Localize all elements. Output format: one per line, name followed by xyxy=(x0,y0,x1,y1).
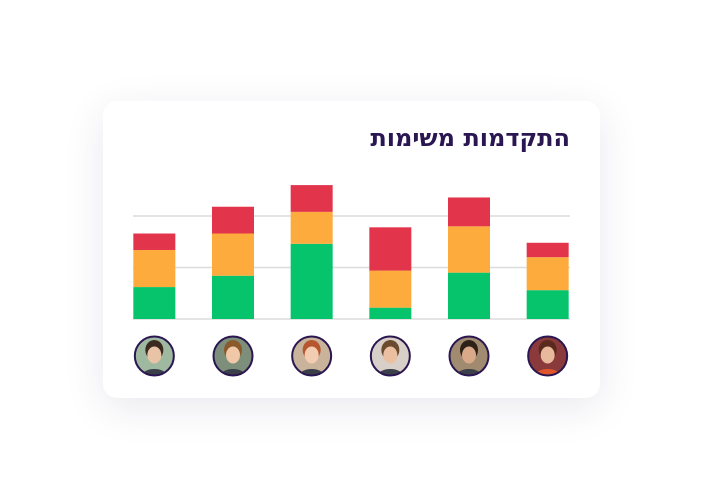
bar-segment xyxy=(448,272,490,319)
bar-segment xyxy=(526,242,569,258)
avatar xyxy=(448,335,490,377)
avatar xyxy=(291,335,333,377)
avatar-face xyxy=(383,346,398,364)
avatar-face xyxy=(304,346,319,364)
avatar xyxy=(133,335,175,377)
bar-segment xyxy=(369,307,412,319)
bar-segment xyxy=(212,275,254,319)
bar-segment xyxy=(133,287,176,319)
bar-segment xyxy=(133,249,176,288)
bar-segment xyxy=(526,257,569,291)
bar-segment xyxy=(290,243,333,319)
bar-segment xyxy=(133,233,176,250)
avatar xyxy=(212,335,254,377)
bar-segment xyxy=(369,270,412,308)
bar-segment xyxy=(212,206,254,234)
avatar-border xyxy=(527,335,569,377)
avatar-face xyxy=(540,346,555,364)
avatar-face xyxy=(147,346,162,364)
avatar-border xyxy=(291,335,333,377)
avatar-face xyxy=(226,346,240,364)
bar-segment xyxy=(526,290,569,319)
avatar-border xyxy=(369,335,411,377)
avatar xyxy=(369,335,411,377)
avatar-border xyxy=(448,335,490,377)
avatar xyxy=(527,335,569,377)
card xyxy=(103,101,600,398)
bar-segment xyxy=(448,197,490,227)
avatar-face xyxy=(462,346,476,364)
bar-segment xyxy=(369,227,412,271)
avatar-border xyxy=(212,335,254,377)
bar-segment xyxy=(290,185,333,212)
bar-segment xyxy=(290,211,333,244)
bar-segment xyxy=(212,233,254,276)
avatar-border xyxy=(133,335,175,377)
chart-title: התקדמות משימות xyxy=(370,124,570,152)
bar-segment xyxy=(448,226,490,273)
